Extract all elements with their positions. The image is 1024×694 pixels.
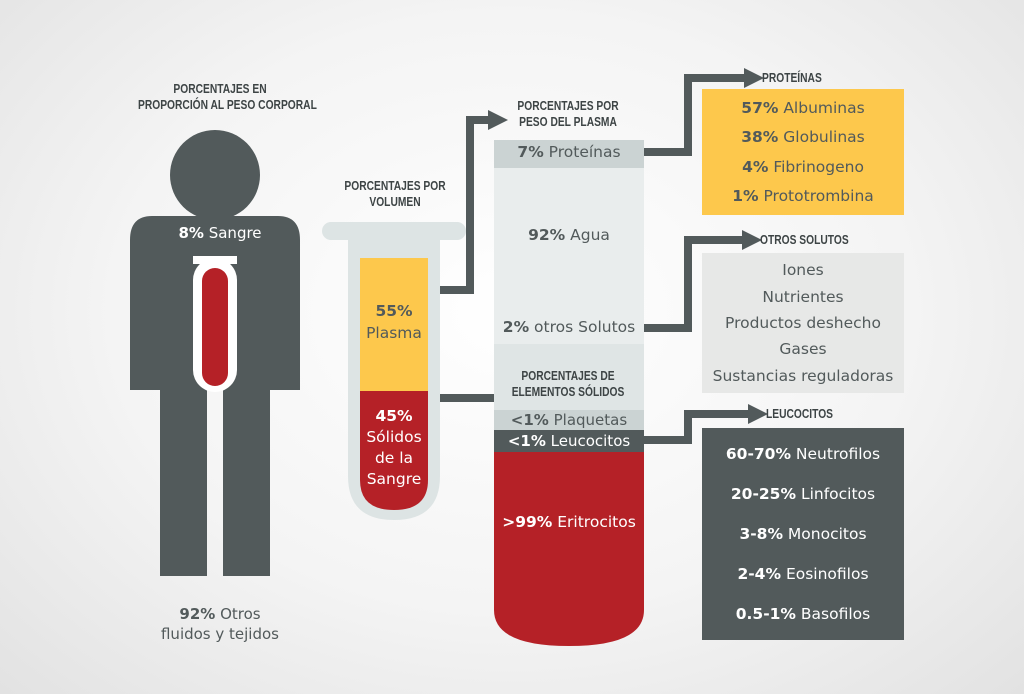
- tube-solids-label: 45% Sólidos de la Sangre: [366, 407, 422, 488]
- breakdown-column: [494, 140, 644, 646]
- tube-rim: [322, 222, 466, 240]
- column-erythrocytes: [494, 452, 644, 646]
- volume-tube: [322, 222, 466, 520]
- solids-platelets-label: <1% Plaquetas: [510, 411, 628, 429]
- column-divider-band: [494, 344, 644, 410]
- leukocyte-item: 20-25% Linfocitos: [730, 485, 876, 503]
- figure-torso: [130, 216, 300, 576]
- column-leukocytes-band: [494, 430, 644, 452]
- plasma-proteins-label: 7% Proteínas: [517, 143, 621, 161]
- proteins-box: 57% Albuminas 38% Globulinas 4% Fibrinog…: [702, 89, 904, 215]
- arrowhead-solutes: [742, 230, 762, 250]
- arrow-to-proteins: [642, 74, 748, 156]
- solids-section-title: PORCENTAJES DE ELEMENTOS SÓLIDOS: [511, 369, 625, 399]
- plasma-solutes-label: 2% otros Solutos: [502, 318, 636, 336]
- protein-item: 57% Albuminas: [741, 98, 865, 117]
- figure-blood: [202, 268, 228, 386]
- solids-erythrocytes-label: >99% Eritrocitos: [502, 513, 636, 531]
- human-figure: [130, 130, 300, 576]
- figure-tube-cap: [193, 256, 237, 264]
- column-solutes-band: [494, 314, 644, 344]
- column-proteins-band: [494, 140, 644, 168]
- leukocyte-item: 3-8% Monocitos: [739, 525, 867, 543]
- arrowhead-plasma: [488, 110, 508, 130]
- tube-solids: [360, 391, 428, 510]
- tube-plasma-label: 55% Plasma: [366, 302, 422, 342]
- arrowhead-proteins: [744, 68, 764, 88]
- protein-item: 1% Prototrombina: [732, 187, 874, 206]
- figure-head: [170, 130, 260, 220]
- leukocyte-item: 0.5-1% Basofilos: [735, 605, 871, 623]
- tube-section-title: PORCENTAJES POR VOLUMEN: [344, 179, 446, 209]
- proteins-box-title: PROTEÍNAS: [762, 71, 822, 85]
- plasma-water-label: 92% Agua: [528, 226, 610, 244]
- plasma-section-title: PORCENTAJES POR PESO DEL PLASMA: [517, 99, 619, 129]
- solutes-box-title: OTROS SOLUTOS: [760, 233, 849, 247]
- protein-item: 4% Fibrinogeno: [742, 157, 864, 176]
- body-rest-label: 92% Otros fluidos y tejidos: [160, 605, 279, 643]
- leukocytes-box: 60-70% Neutrofilos 20-25% Linfocitos 3-8…: [702, 428, 904, 640]
- arrow-to-leukocytes: [642, 410, 752, 444]
- solute-item: Nutrientes: [762, 287, 844, 306]
- column-platelets-band: [494, 410, 644, 430]
- arrowhead-leukocytes: [748, 404, 768, 424]
- tube-plasma: [360, 258, 428, 391]
- solute-item: Productos deshecho: [725, 313, 881, 332]
- protein-item: 38% Globulinas: [741, 128, 865, 147]
- arrow-plasma-to-weight: [426, 116, 492, 294]
- arrow-to-solutes: [642, 236, 746, 332]
- solute-item: Sustancias reguladoras: [712, 366, 894, 385]
- body-section-title: PORCENTAJES EN PROPORCIÓN AL PESO CORPOR…: [138, 82, 317, 112]
- leukocyte-item: 2-4% Eosinofilos: [737, 565, 869, 583]
- solids-leukocytes-label: <1% Leucocitos: [507, 432, 631, 450]
- body-blood-label: 8% Sangre: [178, 224, 262, 242]
- leukocytes-box-title: LEUCOCITOS: [766, 407, 834, 421]
- solute-item: Iones: [782, 261, 824, 280]
- solute-item: Gases: [779, 340, 827, 359]
- leukocyte-item: 60-70% Neutrofilos: [725, 445, 881, 463]
- solutes-box: Iones Nutrientes Productos deshecho Gase…: [702, 253, 904, 393]
